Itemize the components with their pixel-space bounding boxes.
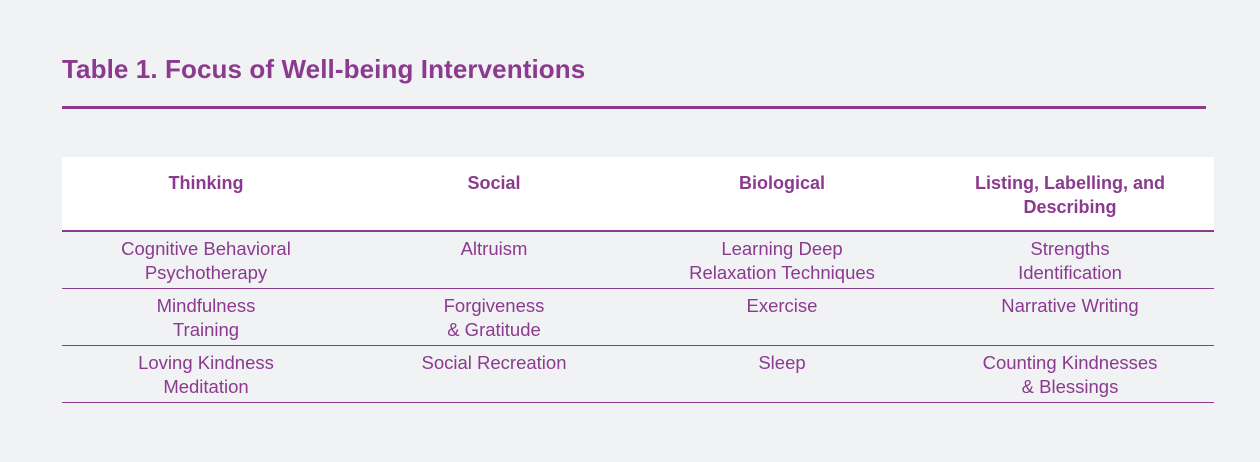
table-cell: Loving Kindness Meditation [62,345,350,403]
cell-text: Relaxation Techniques [689,262,875,283]
interventions-table: Thinking Social Biological Listing, Labe… [62,157,1214,403]
table-row: Loving Kindness Meditation Social Recrea… [62,345,1214,403]
cell-text: Psychotherapy [144,262,268,283]
column-header-social: Social [350,157,638,232]
column-header-biological: Biological [638,157,926,232]
table-cell: Altruism [350,231,638,289]
cell-text: Altruism [460,238,528,259]
table-cell: Strengths Identification [926,231,1214,289]
table-cell: Learning Deep Relaxation Techniques [638,231,926,289]
cell-text: Cognitive Behavioral [121,238,291,259]
table-cell: Narrative Writing [926,288,1214,346]
cell-text: Social Recreation [421,352,567,373]
cell-text: Identification [1018,262,1122,283]
title-divider [62,106,1206,109]
table-cell: Forgiveness & Gratitude [350,288,638,346]
cell-text: Training [172,319,240,340]
table-cell: Sleep [638,345,926,403]
cell-text: Strengths [1030,238,1110,259]
header-row: Thinking Social Biological Listing, Labe… [62,157,1214,232]
cell-text: Mindfulness [156,295,256,316]
table-cell: Social Recreation [350,345,638,403]
table-cell: Counting Kindnesses & Blessings [926,345,1214,403]
cell-text: Forgiveness [443,295,545,316]
cell-text: & Gratitude [447,319,541,340]
table-cell: Exercise [638,288,926,346]
column-header-thinking: Thinking [62,157,350,232]
cell-text: & Blessings [1021,376,1119,397]
cell-text: Meditation [163,376,249,397]
table-cell: Cognitive Behavioral Psychotherapy [62,231,350,289]
cell-text: Counting Kindnesses [982,352,1158,373]
cell-text: Learning Deep [721,238,843,259]
cell-text: Exercise [746,295,818,316]
cell-text: Sleep [758,352,806,373]
table-title: Table 1. Focus of Well-being Interventio… [62,54,586,84]
cell-text: Loving Kindness [138,352,274,373]
table-row: Cognitive Behavioral Psychotherapy Altru… [62,231,1214,289]
table-cell: Mindfulness Training [62,288,350,346]
column-header-listing: Listing, Labelling, and Describing [926,157,1214,232]
cell-text: Narrative Writing [1001,295,1139,316]
table-row: Mindfulness Training Forgiveness & Grati… [62,288,1214,346]
